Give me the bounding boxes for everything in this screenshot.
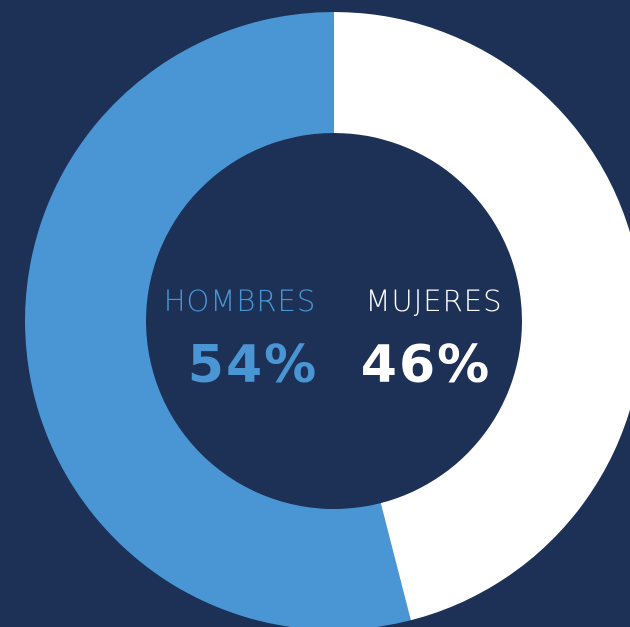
value-label: 46%	[361, 335, 491, 395]
donut-segment	[334, 12, 630, 621]
category-label: MUJERES	[365, 284, 502, 318]
value-label: 54%	[188, 335, 318, 395]
donut-segment	[25, 12, 411, 627]
category-label: HOMBRES	[164, 284, 317, 318]
